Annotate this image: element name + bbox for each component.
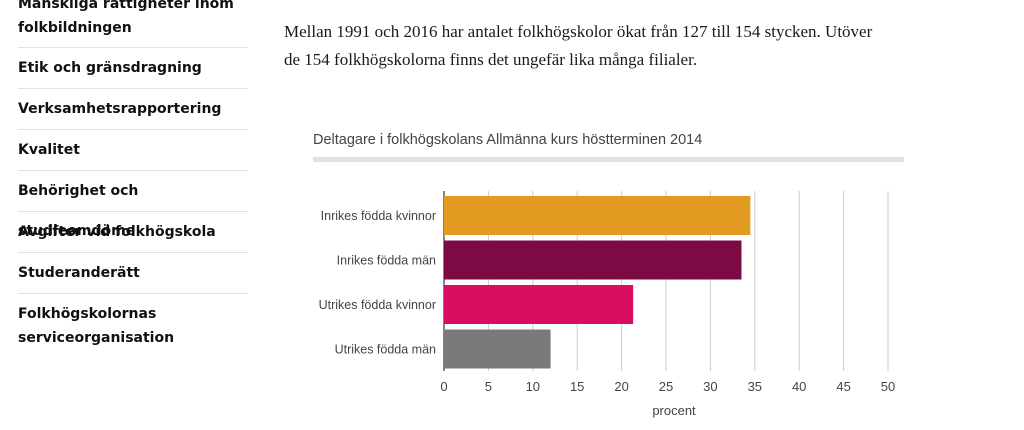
sidebar-item-kvalitet[interactable]: Kvalitet — [18, 130, 248, 171]
x-tick-label: 10 — [526, 379, 540, 394]
x-tick-label: 20 — [614, 379, 628, 394]
chart-category-labels: Inrikes födda kvinnor Inrikes födda män Ut… — [319, 209, 436, 357]
sidebar-item-serviceorganisation[interactable]: Folkhögskolornas serviceorganisation — [18, 294, 248, 357]
x-tick-label: 40 — [792, 379, 806, 394]
bar-chart: Deltagare i folkhögskolans Allmänna kurs… — [313, 132, 904, 418]
x-tick-label: 15 — [570, 379, 584, 394]
sidebar-item-behorighet[interactable]: Behörighet och studieomdöme — [18, 171, 248, 239]
sidebar-item-studeranderatt[interactable]: Studeranderätt — [18, 253, 248, 294]
sidebar-item-etik[interactable]: Etik och gränsdragning — [18, 48, 248, 89]
sidebar-item-manskliga-rattigheter[interactable]: Mänskliga rättigheter inom folkbildninge… — [18, 0, 248, 48]
sidebar-nav: Mänskliga rättigheter inom folkbildninge… — [18, 0, 248, 357]
y-category-label: Inrikes födda män — [337, 254, 436, 268]
sidebar-item-label-line: folkbildningen — [18, 20, 132, 36]
x-tick-label: 30 — [703, 379, 717, 394]
intro-line: Mellan 1991 och 2016 har antalet folkhög… — [284, 22, 873, 41]
x-tick-label: 45 — [836, 379, 850, 394]
chart-tick-labels: 0 5 10 15 20 25 30 35 40 45 50 — [440, 379, 895, 394]
sidebar-item-label-line: Folkhögskolornas — [18, 306, 157, 322]
x-axis-label: procent — [652, 403, 696, 418]
chart-bar — [444, 240, 742, 280]
chart-title-underline — [313, 157, 904, 162]
intro-line: de 154 folkhögskolorna finns det ungefär… — [284, 50, 698, 69]
sidebar-item-verksamhetsrapportering[interactable]: Verksamhetsrapportering — [18, 89, 248, 130]
x-tick-label: 5 — [485, 379, 492, 394]
sidebar-item-avgifter[interactable]: Avgifter vid folkhögskola — [18, 212, 248, 253]
x-tick-label: 0 — [440, 379, 447, 394]
y-category-label: Utrikes födda män — [335, 343, 436, 357]
chart-title: Deltagare i folkhögskolans Allmänna kurs… — [313, 132, 702, 148]
x-tick-label: 25 — [659, 379, 673, 394]
chart-bars — [444, 196, 751, 369]
intro-paragraph: Mellan 1991 och 2016 har antalet folkhög… — [284, 18, 934, 74]
sidebar-item-label-line: Mänskliga rättigheter inom — [18, 0, 234, 12]
sidebar-item-label-line: serviceorganisation — [18, 330, 175, 346]
x-tick-label: 50 — [881, 379, 895, 394]
chart-bar — [444, 285, 634, 324]
y-category-label: Inrikes födda kvinnor — [321, 209, 436, 223]
x-tick-label: 35 — [748, 379, 762, 394]
chart-bar — [444, 196, 751, 235]
y-category-label: Utrikes födda kvinnor — [319, 298, 436, 312]
chart-bar — [444, 329, 551, 369]
